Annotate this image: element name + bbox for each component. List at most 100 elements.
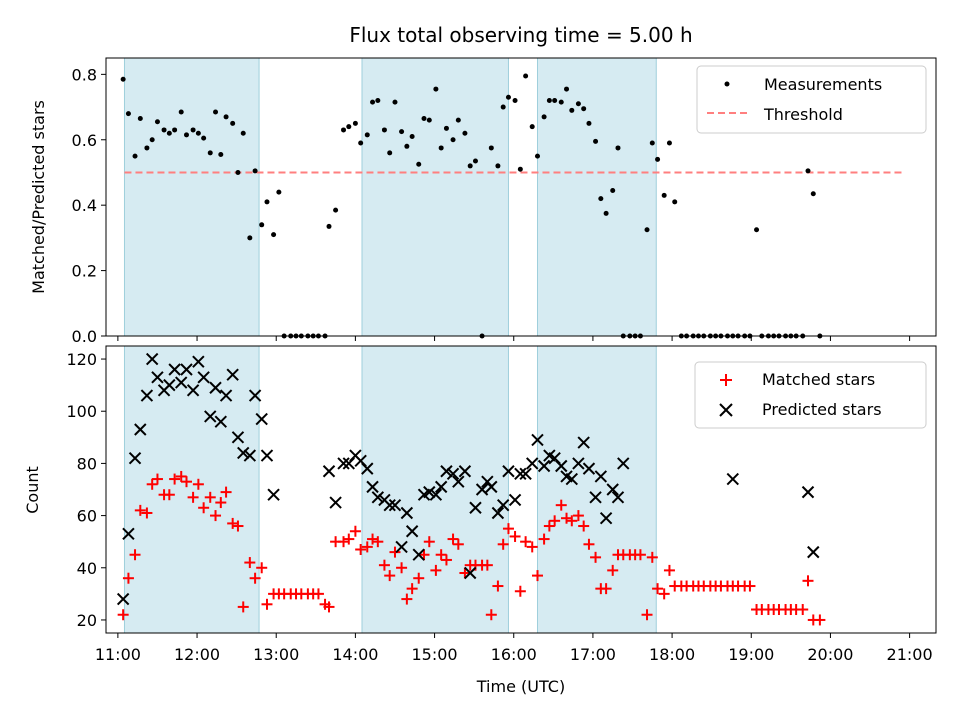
matched-star-point (349, 525, 361, 537)
matched-star-point (406, 583, 418, 595)
measurement-point (529, 124, 535, 130)
matched-star-point (129, 549, 141, 561)
top-shaded-intervals (123, 57, 657, 337)
top-y-axis-label: Matched/Predicted stars (29, 100, 48, 294)
bottom-shaded-interval (361, 345, 509, 634)
predicted-star-point (214, 415, 228, 428)
measurement-point (172, 127, 178, 133)
matched-star-point (590, 551, 602, 563)
predicted-star-point (589, 491, 602, 504)
predicted-star-point (617, 457, 630, 470)
legend-marker-predicted (719, 403, 733, 417)
predicted-star-point (537, 459, 551, 473)
predicted-star-point (496, 498, 510, 512)
bottom-shaded-intervals (123, 345, 657, 634)
measurement-point (409, 133, 415, 139)
matched-star-point (797, 604, 809, 616)
predicted-star-point (329, 496, 342, 509)
measurement-point (564, 86, 570, 92)
predicted-star-point (366, 480, 379, 494)
bottom-axis-ticks: 20 40 60 80 100 120 11:00 12:00 13:00 14:00 15:00 1… (66, 350, 932, 664)
top-axes-frame (105, 57, 937, 337)
predicted-star-point (726, 472, 739, 486)
top-shaded-interval (361, 57, 509, 337)
matched-star-point (561, 512, 573, 524)
measurement-point (488, 145, 494, 151)
measurement-point (438, 145, 444, 151)
matched-star-point (549, 515, 561, 527)
matched-star-point (367, 533, 379, 545)
measurement-point (375, 98, 381, 104)
measurement-point (805, 168, 811, 174)
matched-star-point (220, 486, 232, 498)
measurement-point (207, 150, 213, 156)
predicted-star-point (145, 352, 159, 366)
bottom-x-tick-label: 15:00 (412, 645, 458, 664)
predicted-star-point (231, 431, 245, 444)
bottom-y-tick-label: 20 (77, 611, 97, 630)
bottom-x-tick-label: 14:00 (332, 645, 378, 664)
matched-star-point (418, 549, 430, 561)
top-shaded-interval (536, 57, 657, 337)
predicted-star-point (508, 493, 522, 507)
measurement-point (603, 210, 609, 216)
matched-star-point (481, 559, 493, 571)
predicted-star-point (122, 527, 135, 541)
measurement-point (455, 117, 461, 123)
predicted-star-point (248, 389, 262, 402)
matched-star-point (440, 554, 452, 566)
matched-stars-points (117, 470, 826, 626)
measurement-point (346, 124, 352, 130)
predicted-star-point (168, 363, 181, 376)
predicted-star-point (526, 457, 539, 470)
matched-star-point (215, 497, 227, 509)
predicted-star-point (405, 525, 419, 538)
matched-star-point (396, 562, 408, 574)
measurement-point (341, 127, 347, 133)
predicted-star-point (475, 483, 489, 496)
predicted-star-point (572, 457, 585, 470)
predicted-star-point (209, 381, 222, 394)
predicted-star-point (226, 368, 239, 381)
matched-star-point (572, 510, 584, 522)
measurement-point (586, 120, 592, 126)
predicted-star-point (322, 465, 336, 478)
matched-star-point (492, 580, 504, 592)
matched-star-point (175, 470, 187, 482)
measurement-point (218, 151, 224, 157)
measurement-point (352, 120, 358, 126)
measurement-point (252, 168, 258, 174)
measurement-point (610, 187, 616, 193)
matched-star-point (520, 536, 532, 548)
bottom-y-tick-label: 80 (77, 454, 97, 473)
matched-star-point (355, 544, 367, 556)
measurement-point (505, 94, 511, 100)
measurement-point (240, 130, 246, 136)
top-chart-title: Flux total observing time = 5.00 h (349, 23, 692, 47)
predicted-star-point (446, 467, 460, 481)
top-y-tick-label: 0.8 (72, 65, 97, 84)
matched-star-point (146, 478, 158, 490)
bottom-legend: Matched stars Predicted stars (694, 361, 927, 429)
measurement-point (387, 150, 393, 156)
matched-star-point (652, 583, 664, 595)
measurement-point (201, 135, 207, 141)
predicted-star-point (531, 433, 544, 447)
matched-star-point (502, 523, 514, 535)
measurement-point (644, 227, 650, 233)
measurement-point (495, 163, 501, 169)
measurement-point (810, 191, 816, 197)
matched-star-point (361, 541, 373, 553)
bottom-x-tick-label: 21:00 (887, 645, 933, 664)
top-axis-ticks: 0.0 0.2 0.4 0.6 0.8 (72, 65, 911, 346)
matched-star-point (232, 520, 244, 532)
matched-star-point (600, 583, 612, 595)
bottom-x-tick-label: 20:00 (807, 645, 853, 664)
matched-star-point (134, 504, 146, 516)
predicted-star-point (361, 462, 374, 475)
predicted-star-point (463, 566, 477, 580)
predicted-star-point (192, 355, 205, 368)
measurement-point (195, 130, 201, 136)
top-y-tick-label: 0.2 (72, 262, 97, 281)
